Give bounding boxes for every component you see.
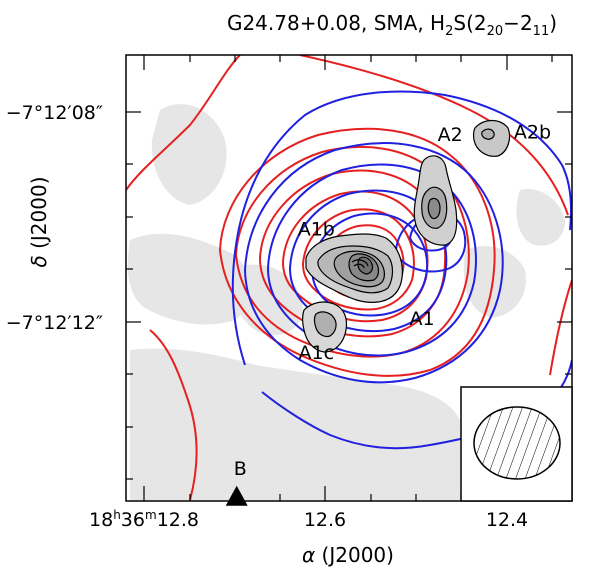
beam-inset xyxy=(460,386,573,502)
triangle-marker xyxy=(225,485,248,506)
chart-title: G24.78+0.08, SMA, H2S(220−211) xyxy=(227,11,557,39)
y-tick-label: −7°12′12″ xyxy=(6,312,103,334)
x-tick-label-first: 18h36m12.8 xyxy=(89,508,199,531)
source-label-a1c: A1c xyxy=(299,342,335,364)
y-tick-label: −7°12′08″ xyxy=(6,102,103,124)
x-axis-label: α (J2000) xyxy=(302,543,394,567)
y-axis-label: δ (J2000) xyxy=(27,176,51,267)
source-labels: A2 A2b A1b A1 A1c B xyxy=(234,121,551,480)
x-tick-label: 12.6 xyxy=(304,509,346,531)
x-tick-label: 12.4 xyxy=(486,509,528,531)
plot-frame xyxy=(125,54,573,502)
source-label-b: B xyxy=(234,458,247,480)
source-label-a1b: A1b xyxy=(298,219,335,241)
black-contours xyxy=(301,119,511,353)
beam-ellipse xyxy=(473,406,561,480)
source-label-a2: A2 xyxy=(438,124,463,146)
source-label-a2b: A2b xyxy=(514,121,551,143)
source-label-a1: A1 xyxy=(410,308,435,330)
